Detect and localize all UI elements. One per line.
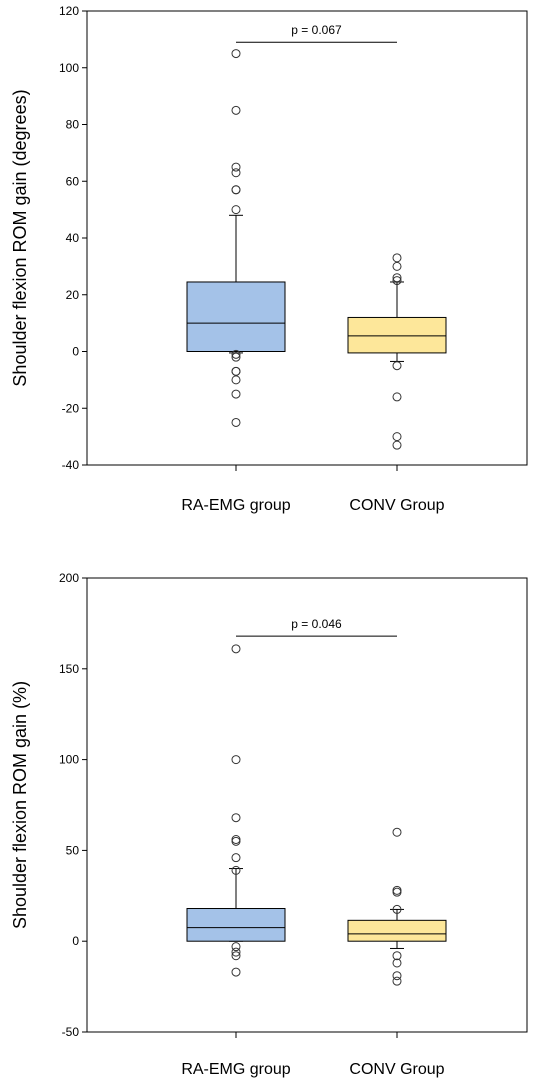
- chart-1-ra-emg-outlier: [231, 375, 241, 385]
- chart-2-conv-outlier: [392, 976, 402, 986]
- chart-1-ra-emg-outlier: [231, 349, 241, 359]
- chart-1-ra-emg-outlier: [231, 389, 241, 399]
- chart-1-ra-emg-box: [186, 281, 286, 353]
- chart-1-category-labels: RA-EMG group CONV Group: [181, 465, 445, 514]
- chart-2-ra-emg-outlier: [231, 836, 241, 846]
- chart-2-conv-outlier: [392, 885, 402, 895]
- chart-2-y-tick-label: 200: [59, 571, 79, 585]
- chart-2-conv-outlier: [392, 958, 402, 968]
- chart-2-ra-emg-outlier: [231, 644, 241, 654]
- chart-1-ra-emg-outlier: [231, 168, 241, 178]
- chart-1-ra-emg-outlier: [231, 205, 241, 215]
- chart-2-y-axis: -50 0 50 100 150 200: [59, 571, 87, 1039]
- chart-2-ra-emg-outlier: [231, 947, 241, 957]
- chart-1-y-axis-title: Shoulder flexion ROM gain (degrees): [10, 89, 30, 386]
- chart-2-y-tick-label: 0: [72, 934, 79, 948]
- chart-1-p-value: p = 0.067: [291, 23, 342, 37]
- chart-2-ra-emg-outlier: [231, 853, 241, 863]
- chart-1-ra-emg-outlier: [231, 417, 241, 427]
- chart-2-y-axis-title: Shoulder flexion ROM gain (%): [10, 681, 30, 929]
- chart-1-annotation: p = 0.067: [236, 23, 397, 43]
- chart-2-boxes: [186, 644, 447, 986]
- chart-1-conv-outlier: [392, 440, 402, 450]
- chart-1-y-tick-label: 120: [59, 4, 79, 18]
- chart-1-ra-emg-outlier: [231, 49, 241, 59]
- chart-1-y-tick-label: 40: [66, 231, 80, 245]
- chart-2-ra-emg-outlier: [231, 951, 241, 961]
- chart-2-ra-emg-outlier: [231, 813, 241, 823]
- chart-1-conv-outlier: [392, 261, 402, 271]
- chart-1-conv-box: [347, 316, 447, 354]
- chart-2-y-tick-label: 50: [66, 843, 80, 857]
- chart-2-ra-emg-outlier: [231, 942, 241, 952]
- chart-1-y-tick-label: 100: [59, 61, 79, 75]
- chart-2-p-value: p = 0.046: [291, 617, 342, 631]
- chart-2-y-tick-label: 150: [59, 662, 79, 676]
- chart-1-conv-outlier: [392, 432, 402, 442]
- chart-2-y-tick-label: -50: [62, 1025, 80, 1039]
- chart-2-plot-frame: [86, 577, 528, 1033]
- chart-1-ra-emg-outlier: [231, 162, 241, 172]
- chart-2-ra-emg-outlier: [231, 967, 241, 977]
- chart-2-annotation: p = 0.046: [236, 617, 397, 637]
- chart-2-ra-emg-box: [186, 908, 286, 942]
- chart-1-ra-emg-outlier: [231, 185, 241, 195]
- chart-1-y-tick-label: 0: [72, 345, 79, 359]
- chart-2-category-label: RA-EMG group: [181, 1061, 290, 1078]
- chart-1-conv-outlier: [392, 253, 402, 263]
- chart-2-category-label: CONV Group: [349, 1061, 444, 1078]
- chart-1-ra-emg-outlier: [231, 366, 241, 376]
- chart-1-y-tick-label: -40: [62, 458, 80, 472]
- chart-2-conv-outlier: [392, 887, 402, 897]
- chart-1-plot-frame: [86, 10, 528, 466]
- chart-2-conv-outlier: [392, 904, 402, 914]
- chart-1-ra-emg-outlier: [231, 352, 241, 362]
- chart-1-y-tick-label: 20: [66, 288, 80, 302]
- chart-1-conv-outlier: [392, 392, 402, 402]
- chart-1-y-tick-label: 60: [66, 174, 80, 188]
- chart-2-y-tick-label: 100: [59, 753, 79, 767]
- chart-2-conv-box: [347, 919, 447, 942]
- chart-2-conv-outlier: [392, 951, 402, 961]
- chart-2: -50 0 50 100 150 200 p = 0.046 RA-EMG group CO…: [10, 571, 528, 1078]
- chart-1-conv-outlier: [392, 273, 402, 283]
- chart-2-category-labels: RA-EMG group CONV Group: [181, 1032, 445, 1078]
- chart-2-ra-emg-outlier: [231, 755, 241, 765]
- chart-2-ra-emg-outlier: [231, 835, 241, 845]
- chart-1-y-tick-label: -20: [62, 401, 80, 415]
- chart-1: -40 -20 0 20 40 60 80 100 120 p = 0.067 RA-EMG g…: [10, 4, 528, 514]
- chart-1-category-label: RA-EMG group: [181, 497, 290, 514]
- chart-1-ra-emg-outlier: [231, 105, 241, 115]
- chart-1-category-label: CONV Group: [349, 497, 444, 514]
- chart-1-boxes: [186, 49, 447, 450]
- chart-1-y-tick-label: 80: [66, 118, 80, 132]
- chart-1-y-axis: -40 -20 0 20 40 60 80 100 120: [59, 4, 87, 472]
- chart-1-conv-outlier: [392, 276, 402, 286]
- chart-2-conv-outlier: [392, 971, 402, 981]
- chart-2-ra-emg-outlier: [231, 865, 241, 875]
- chart-1-conv-outlier: [392, 361, 402, 371]
- chart-2-conv-outlier: [392, 827, 402, 837]
